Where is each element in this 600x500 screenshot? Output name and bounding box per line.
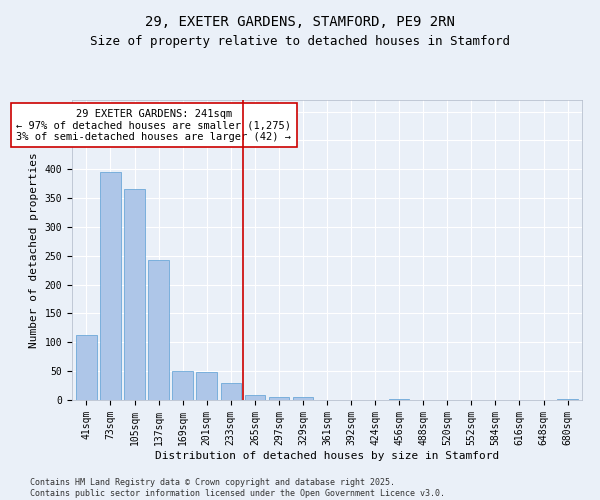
Bar [196, 372, 217, 400]
Bar [389, 399, 409, 400]
Bar [557, 399, 578, 400]
Text: 29 EXETER GARDENS: 241sqm
← 97% of detached houses are smaller (1,275)
3% of sem: 29 EXETER GARDENS: 241sqm ← 97% of detac… [16, 108, 291, 142]
Text: 29, EXETER GARDENS, STAMFORD, PE9 2RN: 29, EXETER GARDENS, STAMFORD, PE9 2RN [145, 15, 455, 29]
Bar [148, 260, 169, 400]
Bar [172, 371, 193, 400]
Bar [269, 397, 289, 400]
Text: Contains HM Land Registry data © Crown copyright and database right 2025.
Contai: Contains HM Land Registry data © Crown c… [30, 478, 445, 498]
Bar [221, 382, 241, 400]
Y-axis label: Number of detached properties: Number of detached properties [29, 152, 39, 348]
X-axis label: Distribution of detached houses by size in Stamford: Distribution of detached houses by size … [155, 450, 499, 460]
Bar [293, 397, 313, 400]
Bar [245, 396, 265, 400]
Text: Size of property relative to detached houses in Stamford: Size of property relative to detached ho… [90, 35, 510, 48]
Bar [76, 335, 97, 400]
Bar [124, 190, 145, 400]
Bar [100, 172, 121, 400]
